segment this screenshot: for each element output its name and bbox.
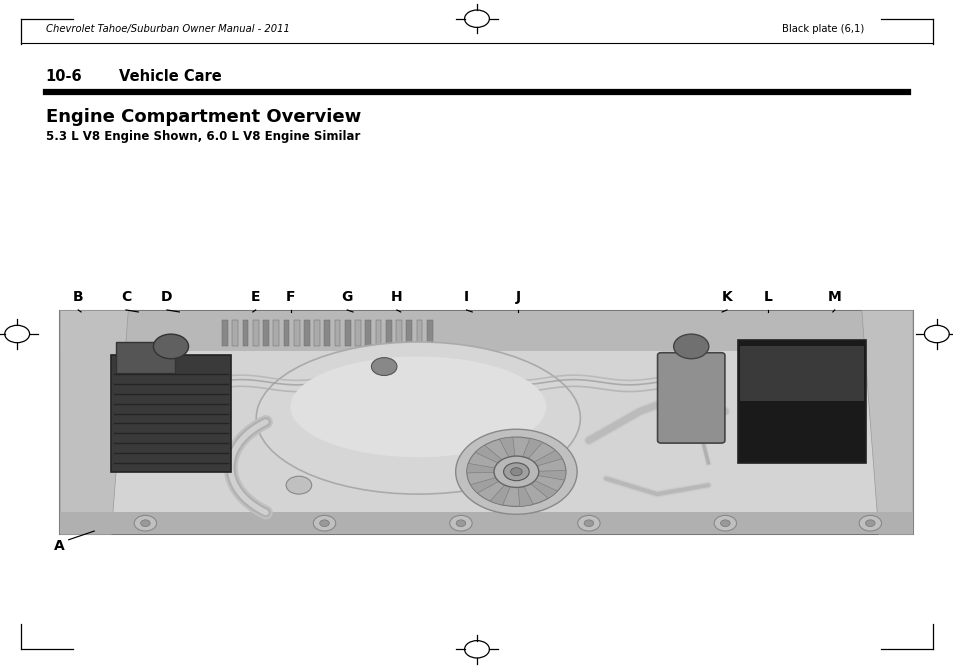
Circle shape <box>720 520 729 526</box>
Bar <box>304 319 310 347</box>
Bar <box>115 342 175 373</box>
Bar <box>283 319 289 347</box>
Bar <box>273 319 278 347</box>
Text: H: H <box>391 291 402 304</box>
Circle shape <box>510 468 521 476</box>
Wedge shape <box>530 480 557 498</box>
Text: A: A <box>53 540 65 553</box>
Text: D: D <box>161 291 172 304</box>
Text: F: F <box>286 291 295 304</box>
Wedge shape <box>475 445 501 463</box>
Circle shape <box>286 476 312 494</box>
Wedge shape <box>522 438 542 458</box>
Bar <box>416 319 422 347</box>
Text: J: J <box>515 291 520 304</box>
Bar <box>294 319 299 347</box>
Wedge shape <box>537 470 565 480</box>
Text: Black plate (6,1): Black plate (6,1) <box>781 25 863 34</box>
Circle shape <box>313 516 335 531</box>
Text: Engine Compartment Overview: Engine Compartment Overview <box>46 108 360 126</box>
Circle shape <box>449 516 472 531</box>
Bar <box>406 319 412 347</box>
Bar <box>314 319 319 347</box>
Circle shape <box>714 516 736 531</box>
Wedge shape <box>499 437 515 457</box>
Text: L: L <box>762 291 772 304</box>
Bar <box>324 319 330 347</box>
Circle shape <box>134 516 156 531</box>
Text: C: C <box>121 291 131 304</box>
Bar <box>60 311 912 351</box>
Wedge shape <box>470 478 498 493</box>
Text: G: G <box>341 291 353 304</box>
Bar <box>112 355 231 472</box>
Circle shape <box>456 430 577 514</box>
FancyBboxPatch shape <box>657 353 724 443</box>
Text: 5.3 L V8 Engine Shown, 6.0 L V8 Engine Similar: 5.3 L V8 Engine Shown, 6.0 L V8 Engine S… <box>46 130 360 144</box>
Circle shape <box>673 334 708 359</box>
Wedge shape <box>490 485 510 505</box>
Text: E: E <box>251 291 260 304</box>
Ellipse shape <box>290 357 546 457</box>
Bar <box>426 319 432 347</box>
Bar <box>60 512 912 534</box>
Wedge shape <box>534 450 561 466</box>
Bar <box>335 319 340 347</box>
Ellipse shape <box>256 342 579 494</box>
Wedge shape <box>466 464 495 473</box>
Circle shape <box>319 520 329 526</box>
Bar <box>375 319 381 347</box>
Bar <box>222 319 228 347</box>
Text: K: K <box>720 291 732 304</box>
Circle shape <box>466 437 565 506</box>
Wedge shape <box>517 486 533 506</box>
Circle shape <box>503 463 529 481</box>
Text: M: M <box>827 291 841 304</box>
Polygon shape <box>861 311 912 534</box>
Bar <box>386 319 392 347</box>
Circle shape <box>153 334 189 359</box>
Bar <box>60 311 912 534</box>
Bar <box>242 319 248 347</box>
Circle shape <box>583 520 593 526</box>
Text: Vehicle Care: Vehicle Care <box>119 69 222 84</box>
Bar <box>738 340 865 463</box>
Text: 10-6: 10-6 <box>46 69 82 84</box>
Text: I: I <box>463 291 469 304</box>
Circle shape <box>859 516 881 531</box>
Circle shape <box>864 520 874 526</box>
Text: B: B <box>72 291 84 304</box>
Bar <box>253 319 258 347</box>
Circle shape <box>494 456 538 488</box>
Text: Chevrolet Tahoe/Suburban Owner Manual - 2011: Chevrolet Tahoe/Suburban Owner Manual - … <box>46 25 290 34</box>
Bar <box>395 319 401 347</box>
Polygon shape <box>60 311 129 534</box>
Circle shape <box>456 520 465 526</box>
Circle shape <box>578 516 599 531</box>
Bar <box>263 319 269 347</box>
Bar <box>345 319 351 347</box>
Bar <box>740 346 863 401</box>
Bar <box>365 319 371 347</box>
Circle shape <box>371 357 396 375</box>
Bar <box>233 319 238 347</box>
Bar <box>355 319 360 347</box>
Circle shape <box>140 520 150 526</box>
Bar <box>62 312 910 529</box>
